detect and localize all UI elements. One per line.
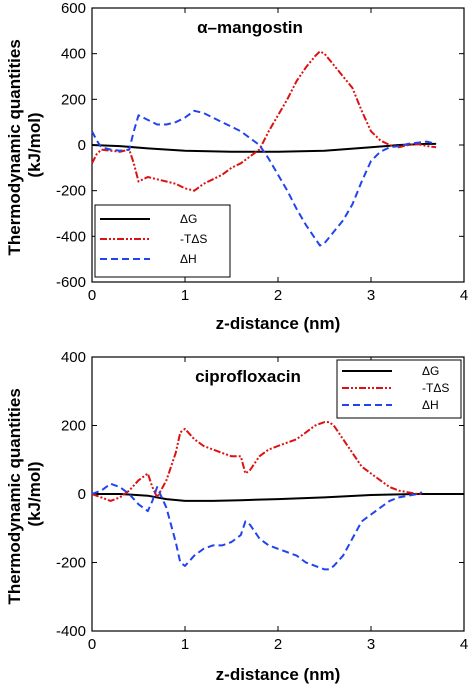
y-tick-label: 400 [61, 46, 86, 63]
x-tick-label: 4 [460, 287, 468, 304]
legend-label: ΔG [180, 212, 197, 226]
chart-panel-ciprofloxacin: 0 1 2 3 4 -400 -200 0 200 400 ciprofloxacin z-dis… [5, 349, 468, 684]
y-tick-label: 400 [61, 349, 86, 366]
y-tick-label: 0 [78, 486, 86, 503]
y-axis-label-line-2: (kJ/mol) [25, 112, 44, 177]
legend-label: -TΔS [180, 232, 207, 246]
legend-box [94, 204, 231, 278]
y-axis-label-line-1: Thermodynamic quantities [5, 39, 24, 255]
y-tick-label: -200 [56, 555, 86, 572]
legend: ΔG -TΔS ΔH [336, 359, 462, 419]
x-tick-label: 2 [274, 636, 282, 653]
y-tick-label: 600 [61, 0, 86, 17]
x-axis-label: z-distance (nm) [216, 665, 341, 684]
y-axis-label-line-2: (kJ/mol) [25, 461, 44, 526]
x-tick-label: 1 [181, 287, 189, 304]
x-axis-label: z-distance (nm) [216, 314, 341, 333]
legend-label: -TΔS [422, 381, 449, 395]
x-tick-label: 3 [367, 636, 375, 653]
y-tick-label: -200 [56, 183, 86, 200]
x-tick-label: 0 [88, 636, 96, 653]
y-tick-label: 200 [61, 418, 86, 435]
y-tick-label: 0 [78, 137, 86, 154]
series-line [92, 493, 464, 502]
y-axis-label: Thermodynamic quantities (kJ/mol) [5, 34, 44, 255]
x-tick-label: 3 [367, 287, 375, 304]
series-line [91, 50, 437, 192]
chart-title: α–mangostin [197, 18, 303, 37]
y-tick-label: -600 [56, 274, 86, 291]
series-line [91, 482, 423, 571]
y-axis-label-line-1: Thermodynamic quantities [5, 388, 24, 604]
legend-label: ΔG [422, 364, 439, 378]
y-axis-label: Thermodynamic quantities (kJ/mol) [5, 383, 44, 604]
x-tick-label: 1 [181, 636, 189, 653]
x-tick-label: 0 [88, 287, 96, 304]
legend-label: ΔH [422, 398, 439, 412]
y-tick-label: 200 [61, 91, 86, 108]
chart-title: ciprofloxacin [195, 367, 301, 386]
x-tick-label: 2 [274, 287, 282, 304]
legend-label: ΔH [180, 252, 197, 266]
legend: ΔG -TΔS ΔH [94, 204, 231, 278]
series-line [91, 421, 423, 502]
y-tick-label: -400 [56, 623, 86, 640]
series-line [91, 109, 437, 247]
legend-box [336, 359, 462, 419]
y-tick-label: -400 [56, 228, 86, 245]
x-tick-label: 4 [460, 636, 468, 653]
